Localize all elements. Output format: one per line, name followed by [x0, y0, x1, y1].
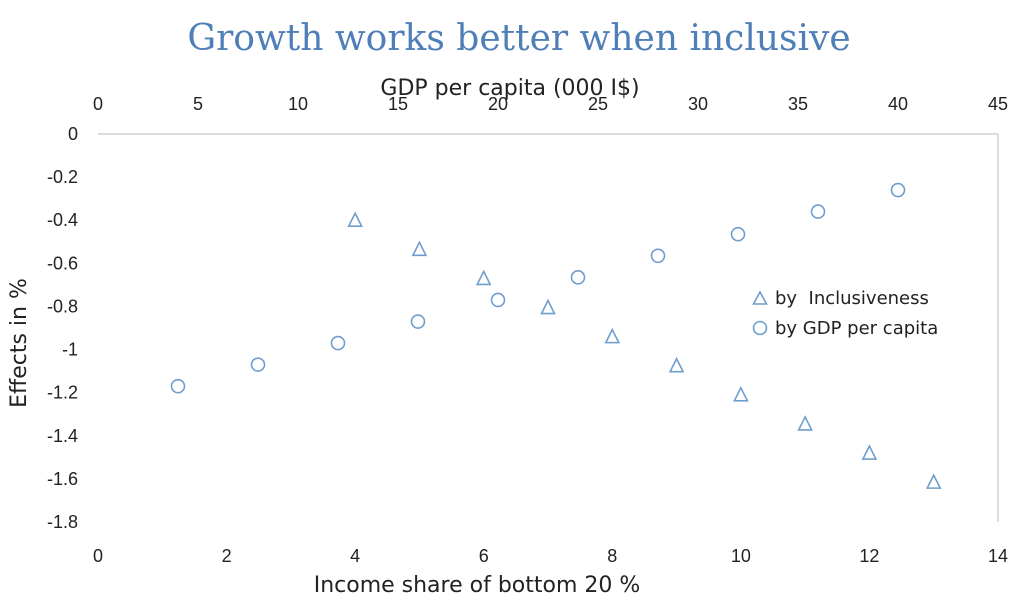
gdp-per-capita-point-circle	[810, 204, 826, 219]
legend-circle-icon	[752, 320, 768, 336]
y-tick-label: -0.2	[47, 167, 78, 187]
x-top-tick-label: 20	[488, 94, 508, 114]
y-tick-label: -0.6	[47, 253, 78, 273]
y-tick-label: -1.2	[47, 383, 78, 403]
y-tick-label: 0	[68, 124, 78, 144]
x-top-tick-label: 45	[988, 94, 1008, 114]
inclusiveness-point-triangle	[411, 240, 428, 257]
legend-item-inclusiveness: by Inclusiveness	[775, 288, 929, 309]
x-top-tick-label: 5	[193, 94, 203, 114]
inclusiveness-point-triangle	[861, 444, 878, 460]
inclusiveness-point-triangle	[347, 211, 363, 228]
legend: by Inclusiveness by GDP per capita	[752, 288, 938, 339]
x-bottom-tick-label: 14	[988, 546, 1008, 566]
gdp-per-capita-point-circle	[250, 357, 266, 372]
x-top-tick-label: 0	[93, 94, 103, 114]
y-tick-label: -1.4	[47, 426, 78, 446]
gdp-per-capita-point-circle	[730, 226, 746, 242]
y-tick-label: -1.8	[47, 512, 78, 532]
inclusiveness-point-triangle	[668, 356, 685, 373]
inclusiveness-point-triangle	[925, 473, 942, 489]
x-top-tick-label: 25	[588, 94, 608, 114]
x-top-tick-labels: 0 5 10 15 20 25 30 35 40 45	[93, 94, 1008, 114]
y-axis-title: Effects in %	[7, 278, 32, 408]
x-bottom-tick-label: 0	[93, 546, 103, 566]
x-bottom-tick-label: 6	[479, 546, 489, 566]
inclusiveness-point-triangle	[733, 386, 749, 402]
gdp-per-capita-point-circle	[170, 378, 186, 394]
legend-triangle-icon	[752, 290, 768, 305]
y-tick-label: -1	[62, 340, 78, 360]
gdp-per-capita-point-circle	[410, 314, 426, 329]
x-bottom-tick-label: 2	[222, 546, 232, 566]
gdp-per-capita-point-circle	[490, 292, 506, 308]
gdp-per-capita-point-circle	[330, 335, 346, 351]
x-bottom-tick-label: 8	[607, 546, 617, 566]
x-bottom-tick-labels: 0 2 4 6 8 10 12 14	[93, 546, 1008, 566]
inclusiveness-point-triangle	[475, 269, 492, 286]
gdp-per-capita-point-circle	[890, 182, 906, 198]
y-tick-label: -0.4	[47, 210, 78, 230]
y-tick-labels: 0 -0.2 -0.4 -0.6 -0.8 -1 -1.2 -1.4 -1.6 -1.8	[47, 124, 78, 532]
x-top-tick-label: 40	[888, 94, 908, 114]
x-bottom-tick-label: 12	[859, 546, 879, 566]
legend-item-gdp-per-capita: by GDP per capita	[775, 318, 938, 339]
inclusiveness-point-triangle	[604, 327, 621, 344]
inclusiveness-point-triangle	[540, 298, 556, 315]
x-top-axis-title: GDP per capita (000 I$)	[380, 76, 639, 101]
data-points	[170, 182, 942, 489]
x-bottom-tick-label: 4	[350, 546, 360, 566]
gdp-per-capita-point-circle	[570, 270, 586, 285]
x-bottom-axis-title: Income share of bottom 20 %	[314, 573, 641, 598]
y-tick-label: -1.6	[47, 469, 78, 489]
x-top-tick-label: 30	[688, 94, 708, 114]
x-top-tick-label: 35	[788, 94, 808, 114]
x-bottom-tick-label: 10	[731, 546, 751, 566]
y-tick-label: -0.8	[47, 296, 78, 316]
inclusiveness-point-triangle	[797, 415, 813, 431]
gdp-per-capita-point-circle	[650, 248, 666, 264]
chart-title: Growth works better when inclusive	[187, 18, 850, 59]
x-top-tick-label: 10	[288, 94, 308, 114]
x-top-tick-label: 15	[388, 94, 408, 114]
